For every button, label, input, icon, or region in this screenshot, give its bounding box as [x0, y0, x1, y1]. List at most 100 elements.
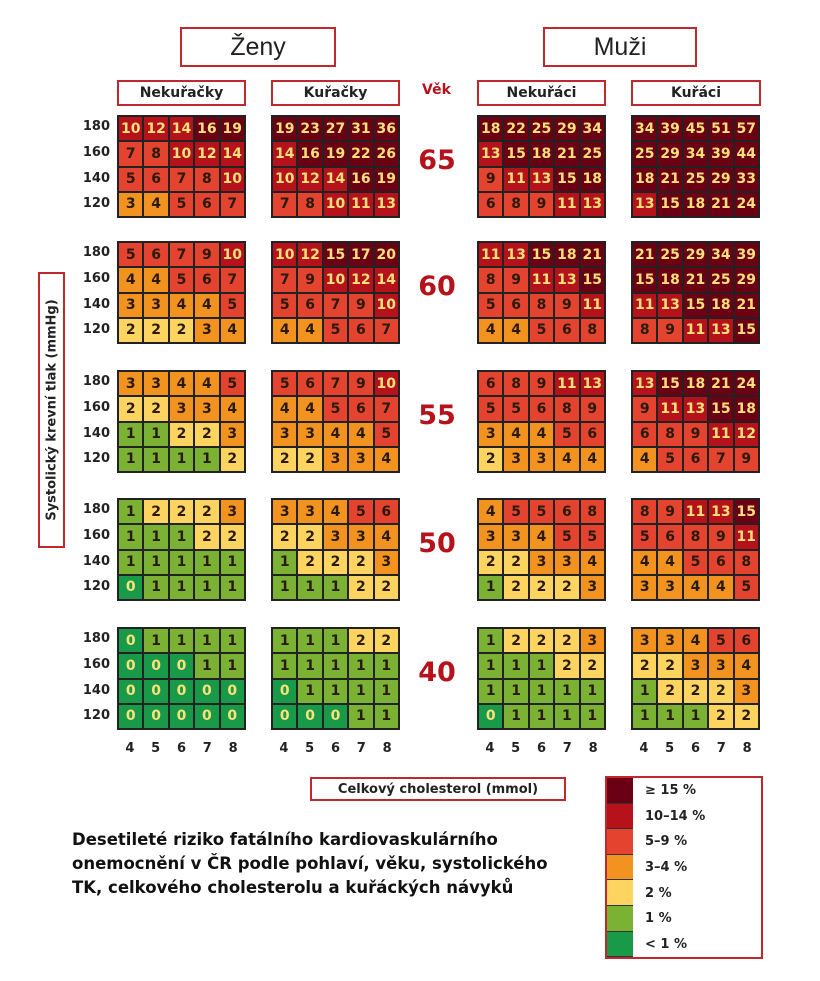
risk-cell: 1 — [554, 678, 580, 704]
risk-cell: 3 — [682, 653, 709, 679]
risk-cell: 7 — [168, 242, 195, 268]
x-tick: 8 — [228, 741, 238, 756]
risk-cell: 10 — [272, 166, 298, 192]
risk-cell: 3 — [503, 446, 529, 472]
x-tick: 8 — [588, 741, 598, 756]
risk-cell: 8 — [579, 317, 605, 343]
row-label: 140 — [82, 425, 110, 441]
risk-cell: 4 — [168, 371, 195, 397]
risk-cell: 29 — [708, 166, 734, 192]
risk-cell: 14 — [219, 141, 245, 167]
risk-cell: 4 — [503, 317, 529, 343]
risk-cell: 6 — [503, 292, 529, 318]
risk-cell: 6 — [348, 396, 374, 422]
y-axis-label: Systolický krevní tlak (mmHg) — [38, 272, 65, 548]
risk-cell: 2 — [168, 317, 195, 343]
risk-grid-kuřáci: 21 25 29 34 39 15 18 21 25 29 11 13 15 18 21 8 9 11 13 15 — [631, 241, 760, 344]
risk-cell: 15 — [682, 292, 709, 318]
row-label: 120 — [82, 451, 110, 467]
risk-cell: 1 — [272, 549, 298, 575]
risk-cell: 0 — [322, 703, 349, 729]
risk-cell: 1 — [503, 653, 529, 679]
risk-cell: 1 — [143, 574, 169, 600]
row-label: 160 — [82, 144, 110, 160]
risk-cell: 31 — [348, 116, 374, 142]
risk-cell: 14 — [168, 116, 195, 142]
legend: ≥ 15 % 10–14 % 5–9 % 3–4 % 2 % 1 % < 1 % — [605, 776, 763, 959]
risk-cell: 27 — [322, 116, 349, 142]
row-label: 120 — [82, 196, 110, 212]
risk-cell: 23 — [297, 116, 323, 142]
x-tick: 5 — [151, 741, 161, 756]
risk-cell: 16 — [297, 141, 323, 167]
risk-cell: 5 — [272, 371, 298, 397]
risk-cell: 1 — [272, 653, 298, 679]
row-label: 180 — [82, 245, 110, 260]
description: Desetileté riziko fatálního kardiovaskul… — [72, 830, 548, 897]
risk-cell: 13 — [682, 396, 709, 422]
x-tick: 8 — [382, 741, 392, 756]
risk-cell: 3 — [348, 446, 374, 472]
risk-cell: 2 — [272, 446, 298, 472]
risk-cell: 57 — [733, 116, 759, 142]
risk-cell: 5 — [478, 292, 504, 318]
risk-cell: 1 — [528, 653, 555, 679]
risk-cell: 1 — [478, 678, 504, 704]
risk-cell: 1 — [219, 628, 245, 654]
risk-cell: 1 — [194, 549, 220, 575]
risk-cell: 1 — [194, 446, 220, 472]
risk-cell: 7 — [219, 267, 245, 293]
risk-cell: 39 — [657, 116, 683, 142]
risk-cell: 15 — [657, 371, 683, 397]
risk-cell: 13 — [579, 191, 605, 217]
risk-cell: 2 — [297, 524, 323, 550]
risk-cell: 1 — [682, 703, 709, 729]
legend-label: 10–14 % — [645, 808, 706, 824]
risk-cell: 13 — [528, 166, 555, 192]
risk-cell: 21 — [554, 141, 580, 167]
risk-cell: 6 — [297, 371, 323, 397]
risk-cell: 4 — [733, 653, 759, 679]
risk-cell: 6 — [373, 499, 399, 525]
risk-cell: 3 — [503, 524, 529, 550]
women-smokers-header: Kuřačky — [271, 80, 400, 106]
risk-cell: 8 — [554, 396, 580, 422]
risk-cell: 18 — [632, 166, 658, 192]
risk-cell: 4 — [373, 524, 399, 550]
risk-cell: 6 — [657, 524, 683, 550]
risk-cell: 0 — [118, 703, 144, 729]
risk-cell: 1 — [168, 549, 195, 575]
risk-cell: 13 — [554, 267, 580, 293]
risk-cell: 4 — [554, 446, 580, 472]
risk-cell: 1 — [528, 703, 555, 729]
risk-cell: 34 — [632, 116, 658, 142]
risk-cell: 16 — [194, 116, 220, 142]
risk-cell: 25 — [528, 116, 555, 142]
risk-cell: 5 — [528, 317, 555, 343]
risk-cell: 1 — [168, 524, 195, 550]
legend-item: 5–9 % — [607, 829, 761, 855]
risk-cell: 8 — [503, 191, 529, 217]
risk-cell: 3 — [118, 371, 144, 397]
risk-cell: 3 — [733, 678, 759, 704]
x-axis-label: Celkový cholesterol (mmol) — [310, 777, 566, 801]
risk-cell: 3 — [219, 499, 245, 525]
risk-cell: 34 — [708, 242, 734, 268]
risk-cell: 3 — [297, 421, 323, 447]
risk-cell: 7 — [168, 166, 195, 192]
x-tick: 7 — [202, 741, 212, 756]
risk-cell: 13 — [373, 191, 399, 217]
risk-cell: 3 — [322, 446, 349, 472]
risk-cell: 3 — [272, 499, 298, 525]
risk-cell: 9 — [348, 292, 374, 318]
legend-swatch — [607, 854, 633, 881]
risk-cell: 34 — [579, 116, 605, 142]
risk-cell: 14 — [373, 267, 399, 293]
risk-cell: 3 — [194, 317, 220, 343]
risk-cell: 0 — [118, 678, 144, 704]
risk-cell: 4 — [143, 191, 169, 217]
risk-cell: 26 — [373, 141, 399, 167]
risk-cell: 6 — [297, 292, 323, 318]
row-label: 140 — [82, 682, 110, 698]
